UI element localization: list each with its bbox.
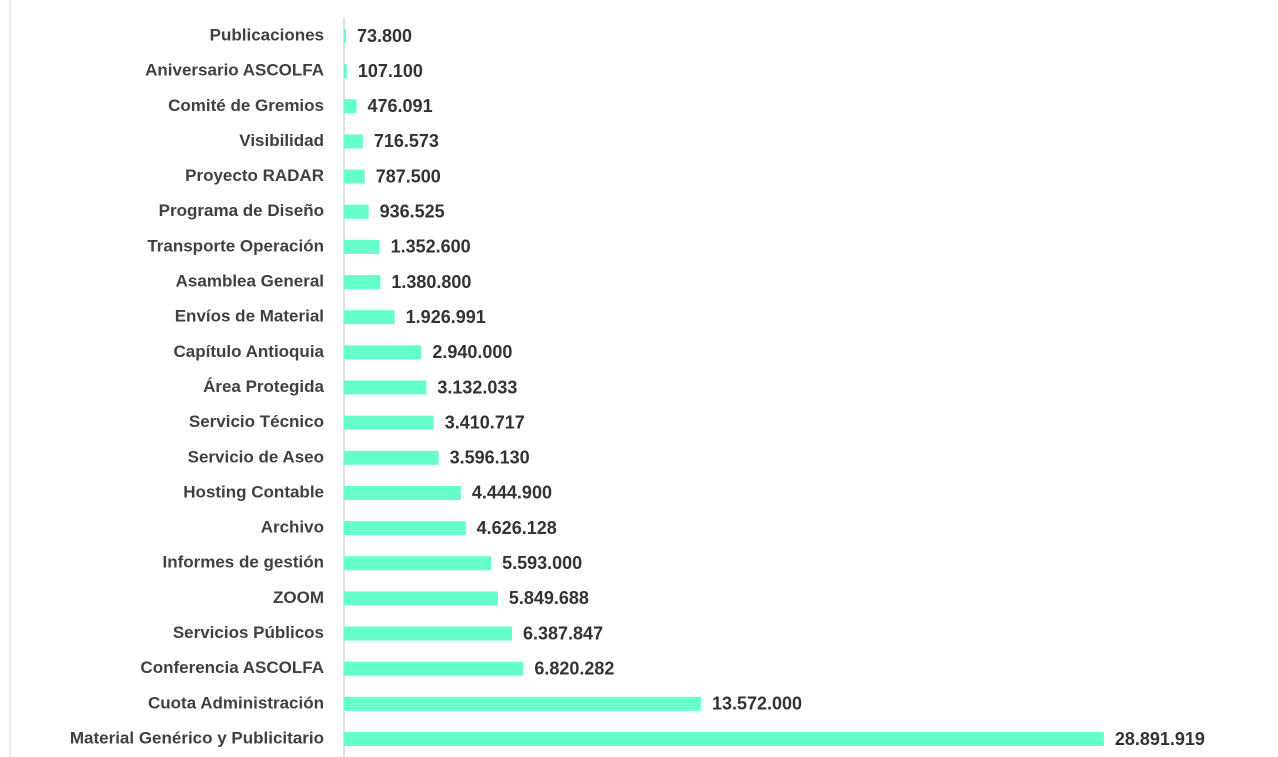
category-label: Material Genérico y Publicitario	[70, 728, 324, 747]
category-label: Servicio de Aseo	[188, 447, 324, 466]
category-label: Cuota Administración	[148, 693, 324, 712]
value-label: 716.573	[374, 131, 439, 151]
value-label: 73.800	[357, 26, 412, 46]
bar	[344, 204, 369, 219]
bar	[344, 521, 466, 536]
value-label: 5.849.688	[509, 588, 589, 608]
category-label: Publicaciones	[210, 25, 324, 44]
value-label: 4.444.900	[472, 483, 552, 503]
bar	[344, 345, 422, 360]
category-label: Transporte Operación	[147, 236, 324, 255]
category-label: Archivo	[261, 518, 324, 537]
value-label: 28.891.919	[1115, 729, 1205, 749]
category-label: Comité de Gremios	[168, 96, 324, 115]
category-label: Envíos de Material	[175, 307, 324, 326]
value-label: 1.380.800	[391, 272, 471, 292]
value-label: 6.387.847	[523, 623, 603, 643]
value-label: 1.352.600	[391, 237, 471, 257]
bar	[344, 310, 395, 325]
value-label: 1.926.991	[406, 307, 486, 327]
category-label: Visibilidad	[239, 131, 324, 150]
value-label: 787.500	[376, 166, 441, 186]
bar	[344, 591, 498, 606]
category-label: ZOOM	[273, 588, 324, 607]
category-label: Aniversario ASCOLFA	[145, 61, 324, 80]
value-label: 476.091	[368, 96, 433, 116]
category-label: Servicio Técnico	[189, 412, 324, 431]
bar	[344, 380, 427, 395]
bar	[344, 134, 363, 149]
category-label: Informes de gestión	[162, 553, 324, 572]
bar	[344, 556, 492, 571]
value-label: 13.572.000	[712, 694, 802, 714]
bar	[344, 696, 701, 711]
bar	[344, 239, 380, 254]
category-label: Capítulo Antioquia	[174, 342, 325, 361]
bar	[344, 732, 1104, 746]
bar	[344, 64, 347, 79]
category-label: Programa de Diseño	[159, 201, 324, 220]
bar	[344, 169, 365, 184]
value-label: 5.593.000	[502, 553, 582, 573]
value-label: 3.410.717	[445, 412, 525, 432]
category-label: Servicios Públicos	[173, 623, 324, 642]
bar	[344, 275, 381, 290]
bar	[344, 626, 513, 641]
category-label: Hosting Contable	[183, 482, 324, 501]
value-label: 936.525	[380, 202, 445, 222]
bar	[344, 415, 434, 430]
category-label: Asamblea General	[176, 272, 324, 291]
category-label: Conferencia ASCOLFA	[140, 658, 324, 677]
value-label: 3.132.033	[437, 377, 517, 397]
value-label: 3.596.130	[450, 448, 530, 468]
value-label: 107.100	[358, 61, 423, 81]
value-label: 4.626.128	[477, 518, 557, 538]
category-label: Proyecto RADAR	[185, 166, 324, 185]
bar	[344, 99, 357, 114]
category-label: Área Protegida	[203, 377, 324, 396]
bar	[344, 29, 346, 43]
bar	[344, 485, 461, 500]
value-label: 6.820.282	[534, 658, 614, 678]
bar	[344, 450, 439, 465]
value-label: 2.940.000	[432, 342, 512, 362]
bar	[344, 661, 524, 676]
